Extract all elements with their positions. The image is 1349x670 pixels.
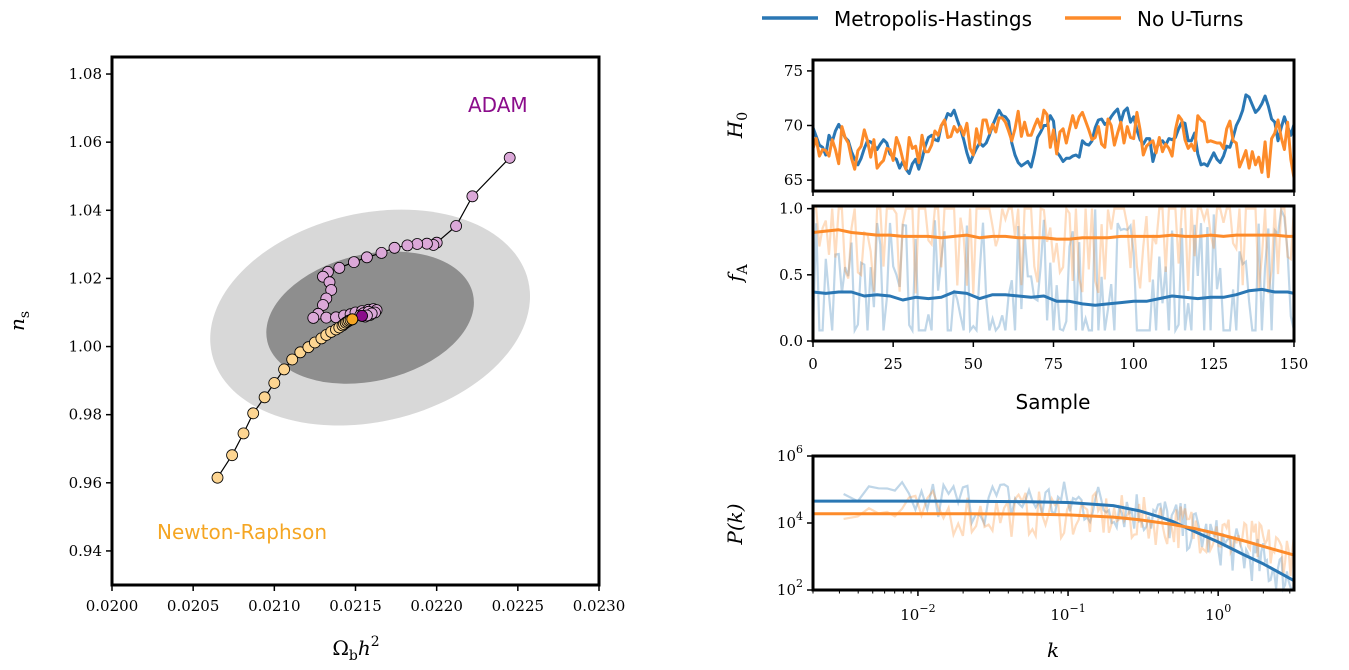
h0-trace-lines [811, 93, 1296, 179]
power-spectrum-fit-lines [813, 499, 1295, 583]
newton-raphson-point [286, 353, 299, 366]
x-tick-label: 10−2 [900, 602, 935, 624]
power-spectrum-x-axis-label: k [1047, 638, 1059, 662]
optimizer-frame [110, 55, 601, 587]
x-tick-label: 0.0225 [492, 597, 545, 615]
x-tick-label: 150 [1280, 355, 1309, 373]
newton-raphson-final-point [346, 313, 359, 326]
optimizer-panel: ADAM Newton-Raphson 0.0200 0.0205 0.0210 0.… [5, 55, 626, 664]
h0-ticks: 65 70 75 [784, 62, 1295, 196]
adam-point [307, 311, 320, 324]
x-tick-label: 0.0215 [329, 597, 382, 615]
x-tick-label: 0.0205 [167, 597, 220, 615]
power-spectrum-y-axis-label: P(k) [723, 503, 747, 545]
power-spectrum-panel: 102 104 106 10−2 10−1 100 P(k) k [723, 443, 1296, 662]
y-tick-label: 1.06 [69, 133, 102, 151]
x-tick-label: 100 [1205, 602, 1231, 624]
x-tick-label: 25 [884, 355, 903, 373]
power-spectrum-ticks: 102 104 106 10−2 10−1 100 [777, 443, 1291, 624]
x-tick-label: 10−1 [1050, 602, 1085, 624]
adam-point [360, 251, 373, 264]
x-tick-label: 0.0210 [248, 597, 301, 615]
x-tick-label: 50 [964, 355, 983, 373]
metropolis-hastings-series-line [813, 499, 1295, 583]
adam-point [466, 190, 479, 203]
optimizer-tracks [211, 151, 516, 484]
legend-label-metropolis-hastings: Metropolis-Hastings [834, 7, 1032, 31]
y-tick-label: 0.96 [69, 474, 102, 492]
y-tick-label: 0.98 [69, 406, 102, 424]
x-tick-label: 0 [808, 355, 818, 373]
x-tick-label: 75 [1044, 355, 1063, 373]
y-tick-label: 1.0 [779, 200, 803, 218]
acceptance-panel: 0.0 0.5 1.0 0 25 50 75 100 125 150 fA Sample [723, 200, 1308, 414]
x-tick-label: 0.0200 [86, 597, 139, 615]
adam-point [411, 238, 424, 250]
newton-raphson-point [247, 407, 260, 420]
metropolis-hastings-series-line [812, 287, 1295, 307]
h0-frame [811, 58, 1296, 193]
adam-point [388, 241, 401, 254]
y-tick-label: 0.0 [779, 332, 803, 350]
no-u-turns-series-line [811, 108, 1296, 179]
x-tick-label: 0.0230 [573, 597, 626, 615]
no-u-turns-series-line [813, 512, 1295, 557]
no-u-turns-raw-line [813, 205, 1296, 294]
acceptance-frame [811, 204, 1296, 343]
acceptance-y-axis-label: fA [723, 263, 751, 283]
newton-raphson-point [258, 391, 271, 404]
newton-raphson-point [237, 427, 250, 440]
power-spectrum-frame [811, 454, 1296, 592]
y-tick-label: 0.94 [69, 542, 102, 560]
newton-raphson-point [268, 377, 281, 389]
h0-y-axis-label: H0 [723, 112, 751, 139]
h0-trace-panel: 65 70 75 H0 [723, 58, 1296, 196]
optimizer-ticks: 0.0200 0.0205 0.0210 0.0215 0.0220 0.0225 0.02… [69, 65, 626, 615]
adam-point [333, 261, 346, 274]
legend-label-no-u-turns: No U-Turns [1137, 7, 1243, 31]
metropolis-hastings-raw-spectrum [843, 480, 1294, 593]
y-tick-label: 65 [784, 171, 803, 189]
acceptance-x-axis-label: Sample [1016, 390, 1091, 414]
optimizer-x-axis-label: Ωbh2 [332, 634, 379, 664]
y-tick-label: 102 [777, 577, 803, 599]
newton-raphson-point [211, 471, 224, 484]
optimizer-y-axis-label: ns [5, 311, 33, 331]
annotation-adam: ADAM [468, 93, 528, 117]
y-tick-label: 1.04 [69, 201, 102, 219]
annotation-newton-raphson: Newton-Raphson [157, 520, 327, 544]
y-tick-label: 106 [777, 443, 803, 465]
acceptance-smoothed-lines [812, 228, 1295, 307]
adam-point [450, 220, 463, 232]
adam-point [375, 246, 388, 259]
adam-point [503, 151, 516, 164]
x-tick-label: 0.0220 [410, 597, 463, 615]
y-tick-label: 70 [784, 117, 803, 135]
newton-raphson-point [226, 449, 239, 462]
adam-point [347, 256, 360, 269]
acceptance-ticks: 0.0 0.5 1.0 0 25 50 75 100 125 150 [779, 200, 1308, 373]
y-tick-label: 1.08 [69, 65, 102, 83]
adam-point [401, 239, 414, 252]
y-tick-label: 1.00 [69, 338, 102, 356]
legend: Metropolis-Hastings No U-Turns [762, 7, 1243, 31]
y-tick-label: 75 [784, 62, 803, 80]
x-tick-label: 100 [1119, 355, 1148, 373]
no-u-turns-series-line [812, 228, 1294, 241]
x-tick-label: 125 [1200, 355, 1229, 373]
newton-raphson-point [278, 363, 291, 376]
y-tick-label: 1.02 [69, 269, 102, 287]
y-tick-label: 0.5 [779, 266, 803, 284]
adam-final-point [356, 309, 368, 322]
acceptance-raw-lines [811, 205, 1296, 335]
y-tick-label: 104 [777, 510, 803, 532]
metropolis-hastings-raw-line [811, 206, 1296, 335]
